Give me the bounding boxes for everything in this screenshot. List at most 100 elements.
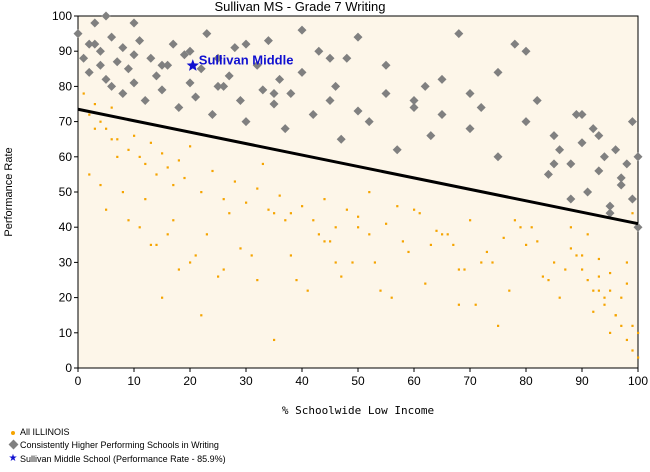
consistent-school-point <box>510 39 520 49</box>
all-illinois-point <box>631 212 634 215</box>
all-illinois-point <box>233 180 236 183</box>
consistent-school-point <box>107 32 117 42</box>
all-illinois-point <box>480 261 483 264</box>
blue-star-icon: ★ <box>8 453 18 464</box>
all-illinois-point <box>368 191 371 194</box>
consistent-school-point <box>135 36 145 46</box>
y-tick-label: 90 <box>59 44 73 58</box>
all-illinois-point <box>256 187 259 190</box>
all-illinois-point <box>267 208 270 211</box>
all-illinois-point <box>575 254 578 257</box>
consistent-school-point <box>493 152 503 162</box>
x-tick-label: 20 <box>183 374 197 388</box>
all-illinois-point <box>569 226 572 229</box>
all-illinois-point <box>334 226 337 229</box>
all-illinois-point <box>424 282 427 285</box>
consistent-school-point <box>95 46 105 56</box>
consistent-school-point <box>219 81 229 91</box>
all-illinois-point <box>189 145 192 148</box>
consistent-school-point <box>269 88 279 98</box>
all-illinois-point <box>597 257 600 261</box>
all-illinois-point <box>222 198 225 201</box>
consistent-school-point <box>123 64 133 74</box>
all-illinois-point <box>278 194 281 197</box>
consistent-school-point <box>286 88 296 98</box>
all-illinois-point <box>513 219 516 222</box>
consistent-school-point <box>297 67 307 77</box>
all-illinois-point <box>161 296 164 299</box>
consistent-school-point <box>179 50 189 60</box>
y-axis-label: Performance Rate <box>3 147 15 236</box>
chart-title: Sullivan MS - Grade 7 Writing <box>215 0 386 14</box>
x-tick-label: 40 <box>295 374 309 388</box>
all-illinois-point <box>429 243 432 246</box>
all-illinois-point <box>603 303 606 306</box>
all-illinois-point <box>357 226 360 229</box>
all-illinois-point <box>138 155 141 158</box>
y-tick-label: 40 <box>59 220 73 234</box>
all-illinois-point <box>457 268 460 271</box>
consistent-school-point <box>107 81 117 91</box>
y-tick-label: 80 <box>59 79 73 93</box>
consistent-school-point <box>275 74 285 84</box>
consistent-school-point <box>258 85 268 95</box>
series-consistently-higher <box>73 11 643 232</box>
consistent-school-point <box>633 222 643 232</box>
y-tick-label: 60 <box>59 150 73 164</box>
all-illinois-point <box>295 279 298 282</box>
consistent-school-point <box>308 110 318 120</box>
all-illinois-point <box>205 233 208 236</box>
all-illinois-point <box>525 243 528 246</box>
all-illinois-point <box>368 233 371 236</box>
consistent-school-point <box>594 166 604 176</box>
consistent-school-point <box>409 95 419 105</box>
all-illinois-point <box>457 303 460 306</box>
consistent-school-point <box>118 43 128 53</box>
all-illinois-point <box>379 289 382 292</box>
consistent-school-point <box>314 46 324 56</box>
consistent-school-point <box>297 25 307 35</box>
all-illinois-point <box>413 208 416 211</box>
all-illinois-point <box>625 261 628 264</box>
y-tick-label: 0 <box>65 361 72 375</box>
consistent-school-point <box>129 50 139 60</box>
all-illinois-point <box>485 250 488 254</box>
all-illinois-point <box>217 275 220 278</box>
all-illinois-point <box>149 243 152 246</box>
all-illinois-point <box>261 162 264 166</box>
consistent-school-point <box>202 29 212 39</box>
all-illinois-point <box>446 233 449 236</box>
x-tick-label: 10 <box>127 374 141 388</box>
all-illinois-point <box>116 138 119 141</box>
consistent-school-point <box>84 67 94 77</box>
consistent-school-point <box>605 201 615 211</box>
all-illinois-point <box>155 173 158 176</box>
all-illinois-point <box>273 212 276 215</box>
all-illinois-point <box>385 222 388 225</box>
all-illinois-point <box>530 226 533 229</box>
consistent-school-point <box>79 53 89 63</box>
consistent-school-point <box>437 74 447 84</box>
legend-item-all: All ILLINOIS <box>8 427 70 437</box>
all-illinois-point <box>149 141 152 144</box>
all-illinois-point <box>88 113 91 116</box>
all-illinois-point <box>474 303 477 306</box>
all-illinois-point <box>547 279 550 282</box>
all-illinois-point <box>441 233 444 236</box>
all-illinois-point <box>177 268 180 271</box>
all-illinois-point <box>239 247 242 250</box>
consistent-school-point <box>381 60 391 70</box>
legend-item-consistent: Consistently Higher Performing Schools i… <box>8 439 219 450</box>
all-illinois-point <box>306 289 309 292</box>
consistent-school-point <box>409 103 419 113</box>
consistent-school-point <box>549 159 559 169</box>
all-illinois-point <box>340 275 343 278</box>
all-illinois-point <box>105 208 108 211</box>
all-illinois-point <box>581 268 584 271</box>
consistent-school-point <box>84 39 94 49</box>
consistent-school-point <box>207 110 217 120</box>
consistent-school-point <box>163 60 173 70</box>
all-illinois-point <box>200 191 203 194</box>
consistent-school-point <box>185 78 195 88</box>
consistent-school-point <box>622 159 632 169</box>
